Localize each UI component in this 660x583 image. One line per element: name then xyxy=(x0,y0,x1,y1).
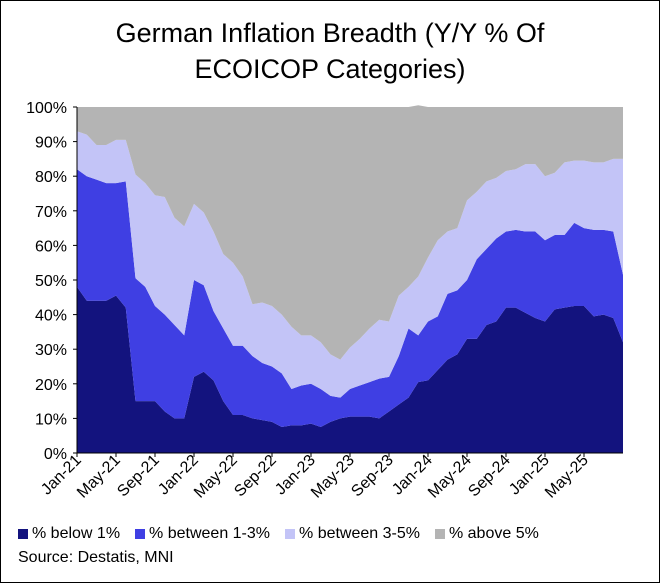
legend-label-between-3-5: % between 3-5% xyxy=(299,525,420,542)
legend-item-between-3-5: % between 3-5% xyxy=(285,525,420,543)
x-tick-label: May-22 xyxy=(191,452,241,502)
legend-label-below-1: % below 1% xyxy=(32,525,121,542)
y-tick-label: 20% xyxy=(35,377,67,394)
legend-item-above-5: % above 5% xyxy=(434,525,539,543)
y-tick-label: 70% xyxy=(35,204,67,221)
x-tick-label: Sep-24 xyxy=(465,452,514,501)
legend-label-between-1-3: % between 1-3% xyxy=(149,525,271,542)
legend-swatch-between-1-3 xyxy=(135,529,146,539)
x-tick-label: Sep-23 xyxy=(348,452,397,501)
source-note: Source: Destatis, MNI xyxy=(18,549,174,566)
y-tick-label: 0% xyxy=(44,446,67,463)
y-tick-label: 100% xyxy=(26,100,67,117)
x-tick-label: May-25 xyxy=(542,452,592,502)
y-tick-label: 90% xyxy=(35,135,67,152)
legend-swatch-above-5 xyxy=(434,529,445,539)
y-tick-label: 60% xyxy=(35,238,67,255)
y-tick-label: 10% xyxy=(35,411,67,428)
legend-item-between-1-3: % between 1-3% xyxy=(135,525,270,543)
area-series-between-1-3 xyxy=(77,169,623,428)
legend-swatch-between-3-5 xyxy=(285,529,296,539)
x-tick-label: May-21 xyxy=(74,452,124,502)
area-series-above-5 xyxy=(77,105,623,360)
x-tick-label: Sep-22 xyxy=(231,452,280,501)
y-tick-label: 50% xyxy=(35,273,67,290)
x-tick-label: May-23 xyxy=(308,452,358,502)
y-tick-label: 30% xyxy=(35,342,67,359)
legend-label-above-5: % above 5% xyxy=(448,525,539,542)
legend: % below 1% % between 1-3% % between 3-5%… xyxy=(18,524,554,544)
y-tick-label: 40% xyxy=(35,308,67,325)
area-series-between-3-5 xyxy=(77,131,623,398)
legend-item-below-1: % below 1% xyxy=(18,525,120,543)
chart-title-line-1: German Inflation Breadth (Y/Y % Of xyxy=(115,18,545,48)
x-tick-label: Sep-21 xyxy=(114,452,163,501)
y-tick-label: 80% xyxy=(35,169,67,186)
chart-title-line-2: ECOICOP Categories) xyxy=(194,54,466,84)
x-tick-label: May-24 xyxy=(425,452,475,502)
legend-swatch-below-1 xyxy=(18,529,28,539)
area-series-below-1 xyxy=(77,286,623,453)
